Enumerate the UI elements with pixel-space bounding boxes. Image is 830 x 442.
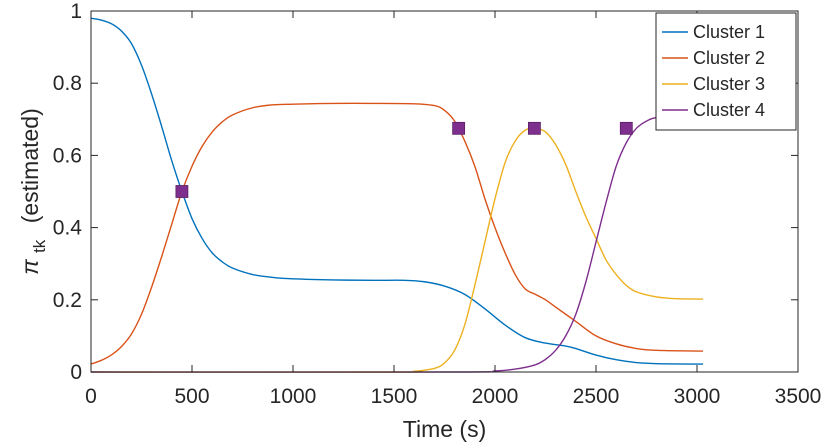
marker-1 — [175, 185, 189, 198]
y-axis-label-subscript: tk — [30, 239, 49, 253]
y-tick-label: 0.6 — [53, 144, 82, 167]
x-tick-label: 2500 — [573, 385, 620, 408]
y-tick-label: 1 — [70, 0, 82, 23]
x-tick-label: 3000 — [674, 385, 721, 408]
x-tick-label: 0 — [85, 385, 97, 408]
x-tick-label: 2000 — [472, 385, 519, 408]
marker-2 — [452, 121, 466, 135]
legend[interactable]: Cluster 1 Cluster 2 Cluster 3 Cluster 4 — [655, 12, 797, 131]
legend-label-4: Cluster 4 — [693, 100, 765, 120]
x-axis-label: Time (s) — [403, 416, 486, 442]
change-point-markers — [175, 121, 633, 198]
series-line-3 — [90, 127, 704, 373]
svg-text:π tk (estimated): π tk (estimated) — [17, 108, 50, 274]
x-tick-label: 3500 — [775, 385, 822, 408]
y-axis-label-symbol: π — [17, 259, 43, 275]
y-tick-label: 0 — [70, 361, 82, 384]
series-line-2 — [90, 102, 704, 365]
y-tick-label: 0.8 — [53, 72, 82, 95]
legend-label-3: Cluster 3 — [693, 74, 765, 94]
plot-frame — [90, 10, 799, 373]
axis-ticks: 0 500 1000 1500 2000 2500 3000 3500 0 0.2 0.4 0.6 0.… — [53, 0, 822, 408]
marker-3 — [527, 121, 541, 135]
y-axis-label-suffix: (estimated) — [17, 108, 43, 223]
series-line-4 — [90, 114, 704, 373]
x-tick-label: 1500 — [371, 385, 418, 408]
x-tick-label: 500 — [174, 385, 209, 408]
legend-label-1: Cluster 1 — [693, 22, 765, 42]
y-tick-label: 0.2 — [53, 289, 82, 312]
x-tick-label: 1000 — [270, 385, 317, 408]
series-line-1 — [90, 17, 704, 365]
marker-4 — [619, 121, 633, 135]
y-tick-label: 0.4 — [53, 217, 83, 240]
y-axis-label: π tk (estimated) — [17, 108, 50, 274]
legend-label-2: Cluster 2 — [693, 48, 765, 68]
